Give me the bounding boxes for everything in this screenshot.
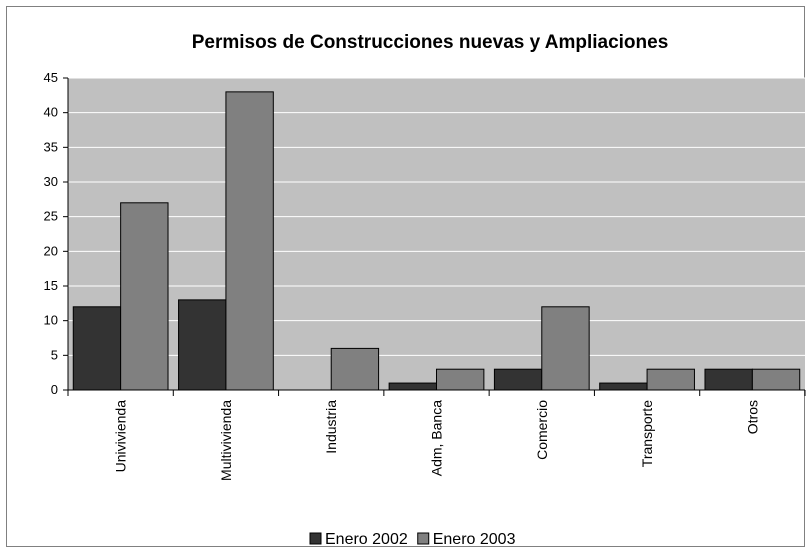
legend-label: Enero 2002 — [325, 531, 408, 548]
x-tick-label: Transporte — [639, 400, 655, 467]
y-tick-label: 0 — [51, 382, 58, 397]
y-tick-label: 15 — [44, 278, 58, 293]
y-tick-label: 35 — [44, 139, 58, 154]
x-tick-label: Otros — [744, 400, 760, 434]
bar — [751, 368, 801, 391]
y-tick-label: 5 — [51, 347, 58, 362]
legend-swatch — [417, 532, 430, 545]
bar — [72, 306, 122, 391]
bar — [493, 368, 543, 391]
bar — [599, 382, 648, 391]
bar — [646, 368, 695, 391]
x-tick-label: Comercio — [534, 400, 550, 460]
y-tick-label: 45 — [44, 70, 58, 85]
bar — [436, 368, 485, 391]
y-tick-label: 20 — [44, 243, 58, 258]
bar — [388, 382, 437, 391]
bar — [178, 299, 227, 391]
y-tick-label: 40 — [44, 105, 58, 120]
bar — [225, 91, 274, 391]
x-tick-label: Industria — [323, 400, 339, 454]
legend-label: Enero 2003 — [433, 531, 516, 548]
bar — [330, 347, 380, 391]
bar — [120, 202, 169, 391]
y-tick-label: 10 — [44, 313, 58, 328]
y-tick-label: 25 — [44, 209, 58, 224]
chart-title: Permisos de Construcciones nuevas y Ampl… — [192, 32, 669, 53]
x-tick-label: Univivienda — [113, 400, 129, 473]
y-tick-label: 30 — [44, 174, 58, 189]
legend-swatch — [309, 532, 322, 545]
bar — [541, 306, 590, 391]
x-tick-label: Adm, Banca — [429, 400, 445, 476]
x-tick-label: Multivivienda — [218, 400, 234, 481]
bar — [704, 368, 753, 391]
